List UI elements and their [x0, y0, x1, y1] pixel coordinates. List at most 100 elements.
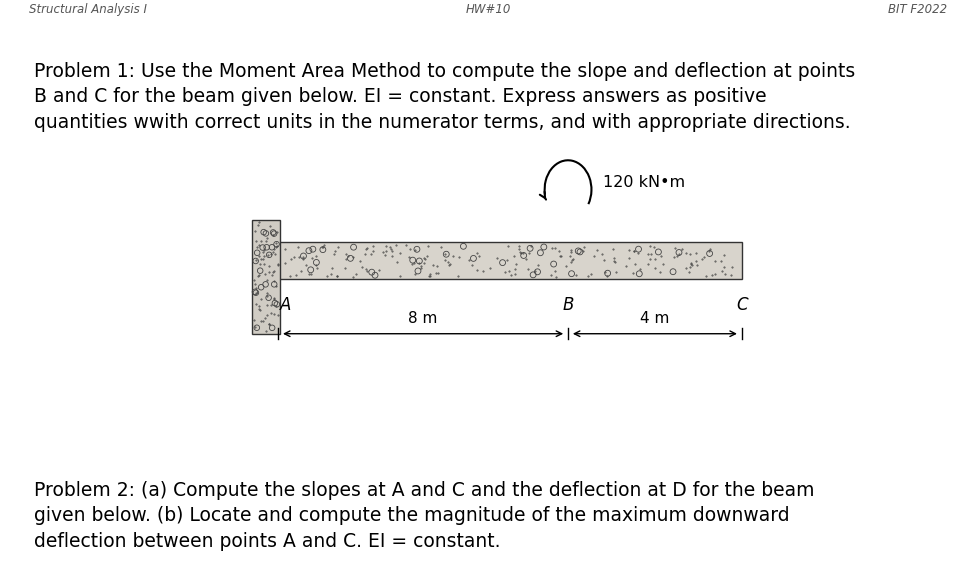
Point [619, 262, 634, 271]
Point [518, 254, 534, 264]
Point [270, 311, 286, 320]
Point [268, 241, 284, 251]
Point [269, 260, 285, 270]
Point [253, 236, 268, 246]
Point [495, 258, 510, 267]
Text: Problem 2: (a) Compute the slopes at A and C and the deflection at D for the bea: Problem 2: (a) Compute the slopes at A a… [34, 481, 815, 551]
Point [533, 248, 549, 257]
Point [674, 244, 690, 253]
Point [301, 246, 316, 255]
Point [433, 242, 449, 251]
Point [378, 241, 393, 251]
Point [549, 272, 564, 281]
Point [341, 251, 356, 260]
Point [379, 247, 394, 256]
Point [391, 248, 407, 258]
Point [266, 280, 282, 289]
Point [530, 267, 546, 277]
Text: B: B [562, 295, 574, 314]
Point [315, 245, 331, 254]
Point [248, 288, 264, 298]
Point [266, 250, 282, 259]
Point [251, 304, 266, 314]
Point [264, 250, 279, 259]
Point [696, 252, 712, 261]
Point [564, 269, 580, 278]
Point [581, 271, 596, 281]
Point [714, 266, 730, 275]
Point [296, 252, 311, 261]
Point [405, 255, 421, 265]
Point [268, 242, 284, 251]
Point [671, 248, 687, 257]
Point [262, 319, 277, 328]
Point [606, 254, 622, 263]
Point [437, 255, 453, 265]
Point [266, 293, 282, 302]
Point [702, 249, 717, 258]
Point [452, 253, 468, 262]
Point [247, 322, 263, 332]
Point [465, 261, 480, 270]
Point [630, 244, 646, 254]
Point [627, 246, 642, 255]
Point [401, 252, 417, 261]
Point [404, 260, 420, 269]
Point [258, 326, 273, 335]
Point [295, 254, 310, 263]
Point [263, 222, 278, 231]
Point [469, 265, 485, 275]
Point [707, 256, 722, 265]
Point [678, 263, 694, 272]
Point [527, 267, 543, 276]
Point [365, 241, 381, 250]
Point [324, 263, 340, 272]
Point [545, 243, 560, 253]
Point [423, 269, 438, 278]
Point [421, 241, 436, 251]
Point [698, 271, 713, 281]
Point [260, 251, 275, 260]
Point [365, 246, 381, 255]
Point [264, 267, 280, 277]
Point [647, 263, 663, 272]
Point [564, 255, 580, 264]
Point [466, 254, 481, 263]
Point [655, 260, 671, 269]
Point [570, 246, 586, 255]
Point [643, 249, 659, 258]
Point [406, 258, 422, 267]
Point [607, 257, 623, 267]
Point [508, 264, 523, 274]
Point [364, 267, 380, 277]
Point [264, 308, 279, 318]
Point [358, 264, 374, 274]
Point [525, 270, 541, 280]
Point [724, 263, 740, 272]
Point [596, 255, 612, 265]
Point [512, 247, 528, 257]
Text: Structural Analysis I: Structural Analysis I [29, 3, 147, 16]
Point [265, 231, 281, 240]
Point [359, 267, 375, 276]
Point [631, 269, 647, 278]
Point [277, 258, 293, 268]
Point [267, 282, 283, 291]
Point [252, 302, 267, 311]
Point [264, 270, 280, 280]
Point [630, 248, 645, 257]
Point [258, 229, 273, 238]
Point [267, 298, 283, 308]
Point [378, 250, 393, 260]
Point [510, 244, 526, 254]
Point [260, 234, 275, 243]
Point [255, 243, 270, 252]
Point [385, 246, 400, 255]
Point [683, 258, 699, 268]
Point [308, 251, 324, 261]
Point [428, 268, 444, 278]
Point [437, 250, 453, 259]
Point [264, 323, 280, 332]
Point [257, 251, 272, 261]
Point [337, 263, 352, 272]
